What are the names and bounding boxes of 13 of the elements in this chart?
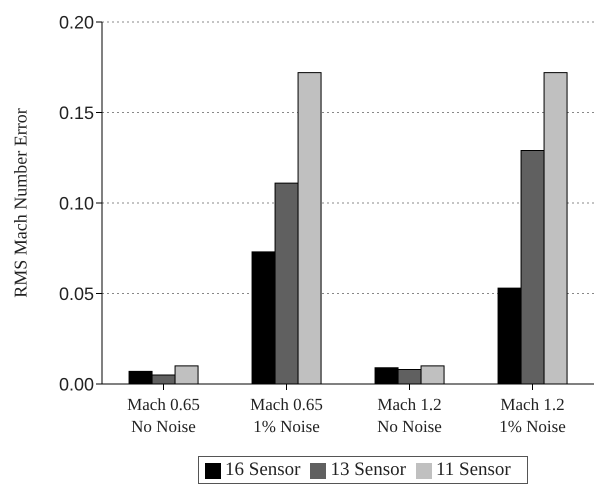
y-tick-label: 0.00 [58, 374, 94, 394]
y-tick-label: 0.20 [58, 12, 94, 32]
y-axis-title: RMS Mach Number Error [10, 108, 30, 298]
x-tick-label: Mach 0.65 No Noise [127, 395, 200, 436]
y-tick-label: 0.15 [58, 102, 94, 123]
x-tick-label: Mach 1.2 1% Noise [499, 395, 566, 436]
y-tick-label: 0.10 [58, 193, 94, 214]
x-tick-label: Mach 1.2 No Noise [377, 395, 442, 436]
legend-label: 13 Sensor [330, 459, 406, 480]
legend-label: 16 Sensor [225, 459, 300, 480]
legend-label: 11 Sensor [436, 459, 511, 480]
x-tick-label: Mach 0.65 1% Noise [250, 395, 323, 436]
y-tick-label: 0.05 [58, 284, 94, 304]
